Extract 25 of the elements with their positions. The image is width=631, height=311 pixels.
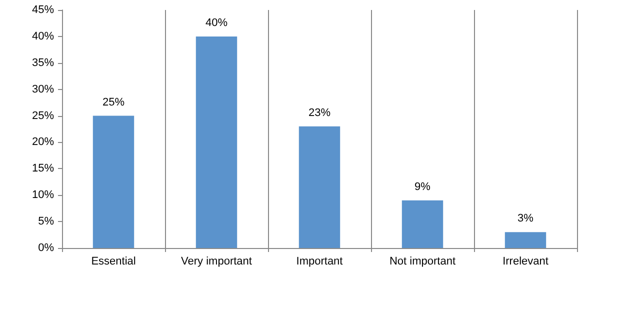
- data-label: 25%: [102, 96, 125, 108]
- y-tick-label: 10%: [32, 189, 54, 202]
- bar: [402, 200, 444, 248]
- y-tick-label: 5%: [38, 216, 54, 228]
- y-tick-label: 30%: [32, 83, 54, 96]
- x-tick-label: Not important: [389, 256, 456, 268]
- bar: [196, 36, 238, 248]
- y-tick-label: 0%: [38, 242, 54, 254]
- y-tick-label: 25%: [32, 110, 54, 122]
- x-tick-label: Very important: [181, 256, 252, 268]
- bar: [92, 116, 134, 248]
- bar: [504, 232, 546, 248]
- data-label: 3%: [518, 212, 534, 225]
- x-tick-label: Essential: [91, 256, 136, 268]
- y-tick-label: 15%: [32, 162, 54, 175]
- data-label: 23%: [308, 106, 331, 119]
- data-label: 9%: [414, 180, 431, 193]
- y-tick-label: 40%: [32, 30, 54, 42]
- bar: [298, 126, 340, 248]
- y-tick-label: 35%: [32, 56, 54, 69]
- x-tick-label: Irrelevant: [502, 256, 548, 268]
- x-tick-label: Important: [296, 256, 343, 268]
- y-tick-label: 20%: [32, 136, 54, 148]
- y-tick-label: 45%: [32, 4, 54, 16]
- data-label: 40%: [205, 16, 228, 29]
